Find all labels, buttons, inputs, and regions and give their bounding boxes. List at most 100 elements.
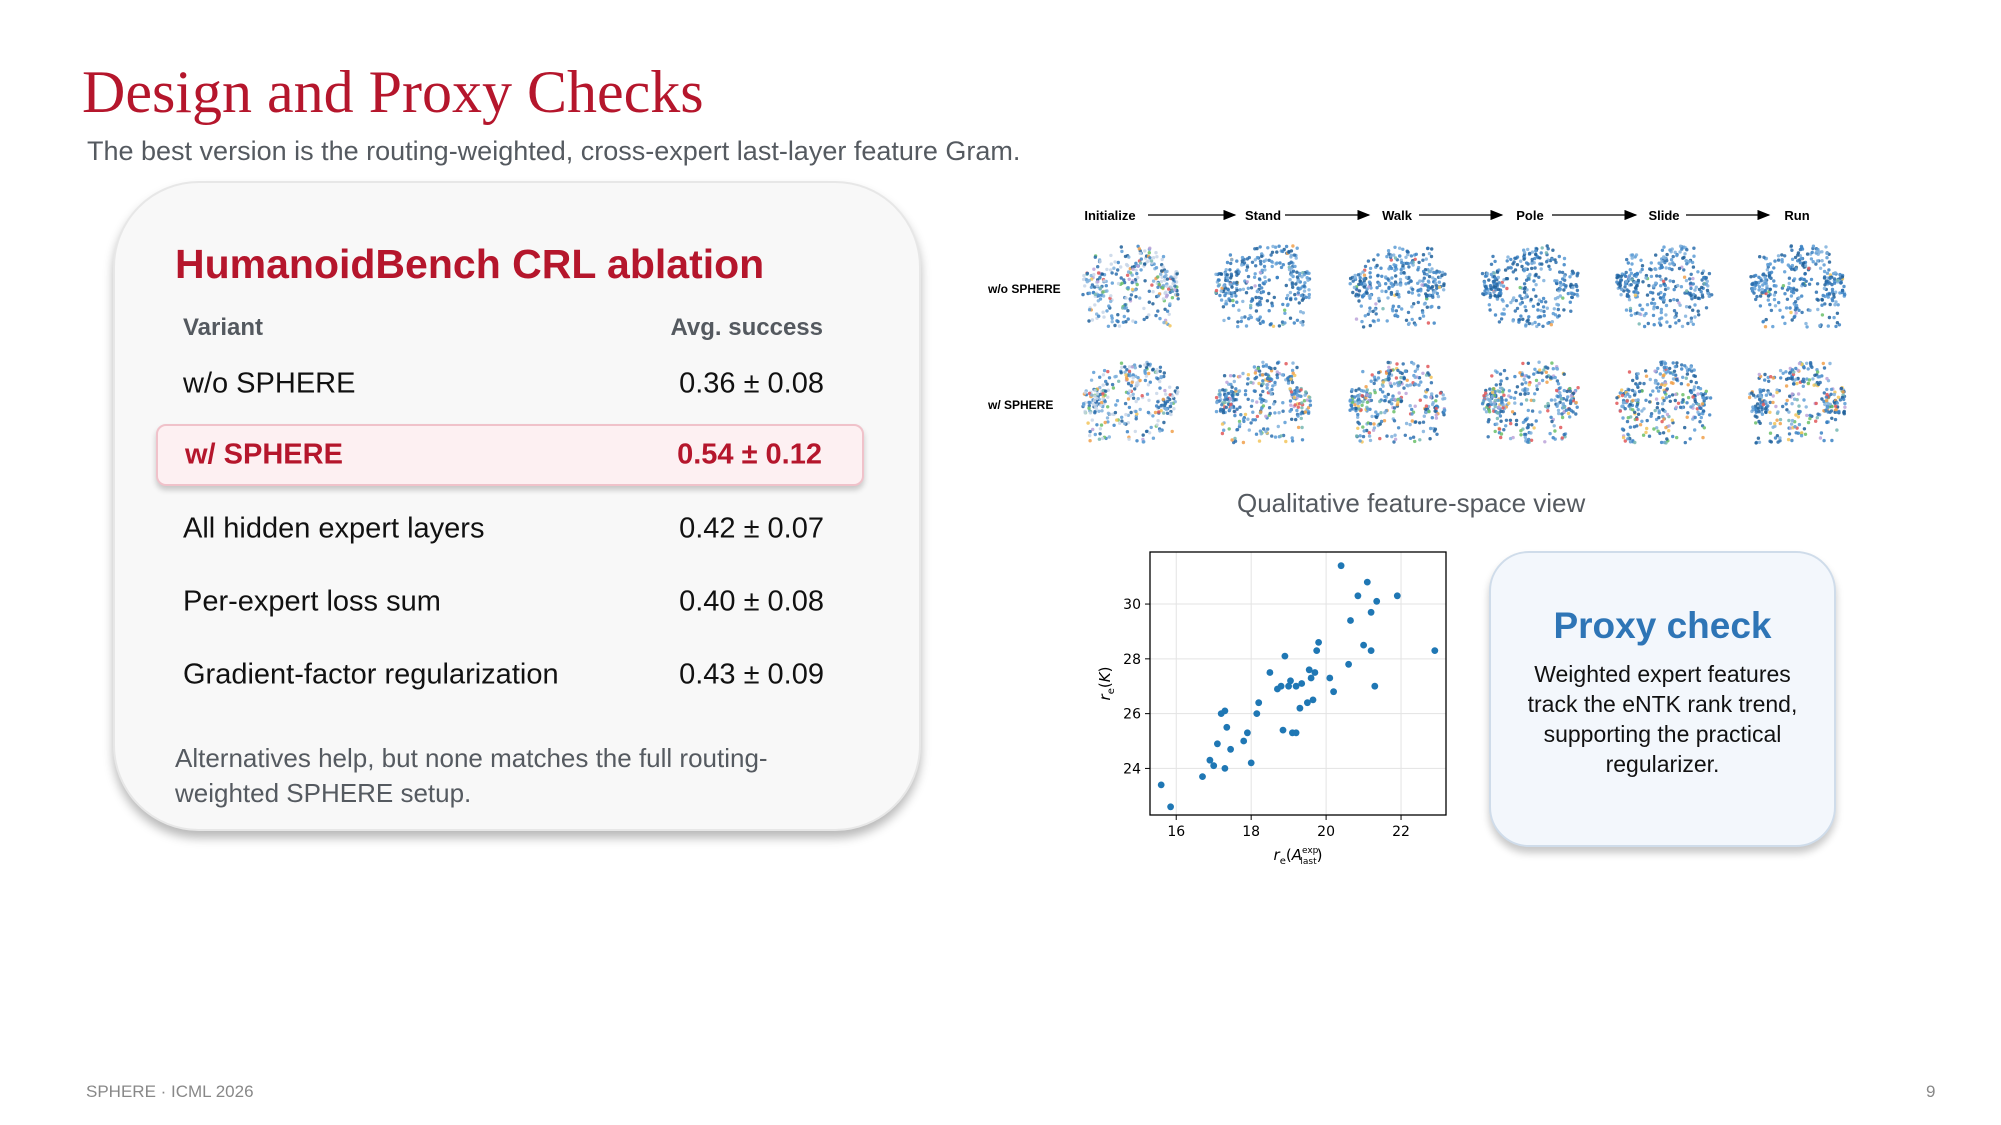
success-value: 0.36 ± 0.08 (679, 367, 824, 400)
data-point (1167, 803, 1174, 811)
data-point (1266, 669, 1274, 676)
proxy-check-body: Weighted expert features track the eNTK … (1527, 661, 1798, 777)
ablation-note: Alternatives help, but none matches the … (175, 743, 768, 808)
variant-label: Gradient-factor regularization (183, 658, 559, 691)
data-point (1367, 647, 1375, 654)
data-point (1304, 699, 1311, 707)
row-label: w/o SPHERE (987, 282, 1061, 296)
data-point (1360, 641, 1367, 649)
data-point (1292, 682, 1300, 690)
x-tick-label: 18 (1242, 824, 1260, 840)
variant-label: All hidden expert layers (183, 512, 485, 545)
tsne-panel (1480, 360, 1580, 444)
feature-space-figure: Initialize Stand Walk Pole Slide Run w/o SPHE… (987, 208, 1847, 445)
data-point (1199, 773, 1206, 780)
data-point (1345, 660, 1352, 668)
data-point (1227, 745, 1234, 753)
y-tick-label: 24 (1123, 761, 1141, 777)
footer-venue: SPHERE · ICML 2026 (86, 1082, 254, 1101)
data-point (1279, 726, 1287, 734)
row-label: w/ SPHERE (987, 398, 1053, 412)
data-point (1313, 647, 1321, 654)
data-point (1373, 597, 1381, 605)
ablation-card: HumanoidBench CRL ablation Variant Avg. … (113, 181, 921, 831)
proxy-check-title: Proxy check (1553, 605, 1772, 646)
data-point (1221, 707, 1229, 715)
data-point (1296, 704, 1304, 712)
y-axis-label: re(K) (1096, 667, 1117, 701)
data-point (1337, 562, 1345, 570)
data-point (1214, 740, 1221, 748)
data-point (1210, 762, 1218, 770)
x-tick-label: 20 (1317, 824, 1335, 840)
success-column-header: Avg. success (670, 314, 823, 341)
page-number: 9 (1926, 1082, 1936, 1101)
stage-label: Run (1784, 208, 1809, 223)
x-tick-label: 16 (1167, 824, 1185, 840)
data-point (1244, 729, 1251, 737)
success-value: 0.43 ± 0.09 (679, 658, 824, 691)
x-tick-label: 22 (1392, 824, 1410, 840)
stage-label: Initialize (1084, 208, 1135, 223)
data-point (1393, 592, 1401, 600)
variant-column-header: Variant (183, 314, 264, 341)
rank-scatter-plot: 16 18 20 22 24 26 28 30 re(Aexp last) re(K) (1096, 551, 1447, 867)
data-point (1287, 677, 1294, 685)
data-point (1281, 652, 1289, 660)
tsne-panel (1348, 360, 1447, 444)
y-tick-label: 26 (1123, 707, 1141, 723)
stage-label: Walk (1382, 208, 1413, 223)
success-value: 0.40 ± 0.08 (679, 585, 824, 618)
stage-label: Pole (1516, 208, 1543, 223)
table-row: Gradient-factor regularization 0.43 ± 0.… (156, 644, 864, 706)
page-title: Design and Proxy Checks (82, 59, 704, 125)
stage-label: Slide (1648, 208, 1679, 223)
data-point (1298, 680, 1306, 687)
tsne-panel (1214, 360, 1313, 445)
tsne-panel (1615, 360, 1713, 445)
data-point (1431, 647, 1439, 654)
data-point (1307, 674, 1315, 682)
x-axis-label: re(Aexp last) (1274, 846, 1323, 867)
table-row: All hidden expert layers 0.42 ± 0.07 (156, 498, 864, 560)
data-point (1311, 669, 1319, 676)
tsne-panel (1480, 244, 1580, 329)
data-point (1255, 699, 1263, 707)
page-subtitle: The best version is the routing-weighted… (87, 136, 1021, 166)
tsne-panel (1081, 244, 1180, 328)
data-point (1292, 729, 1300, 737)
plot-frame (1149, 551, 1447, 816)
data-point (1305, 666, 1313, 674)
data-point (1330, 688, 1337, 696)
data-point (1247, 759, 1255, 767)
data-point (1309, 696, 1317, 704)
variant-label: w/o SPHERE (183, 367, 356, 400)
data-point (1277, 682, 1285, 690)
data-point (1354, 592, 1362, 600)
stage-label: Stand (1245, 208, 1281, 223)
data-point (1326, 674, 1334, 682)
data-point (1347, 617, 1354, 624)
success-value: 0.54 ± 0.12 (677, 438, 822, 471)
success-value: 0.42 ± 0.07 (679, 512, 824, 545)
tsne-panel (1615, 244, 1714, 329)
tsne-panel (1747, 360, 1847, 445)
data-point (1240, 737, 1248, 745)
data-point (1223, 723, 1231, 731)
data-point (1157, 781, 1165, 789)
tsne-panel (1348, 245, 1447, 329)
y-tick-label: 30 (1123, 597, 1141, 613)
data-point (1253, 710, 1261, 717)
table-row: Per-expert loss sum 0.40 ± 0.08 (156, 571, 864, 633)
table-row: w/o SPHERE 0.36 ± 0.08 (156, 353, 864, 415)
proxy-check-card: Proxy check Weighted expert features tra… (1489, 551, 1836, 847)
variant-label: w/ SPHERE (185, 438, 343, 471)
variant-label: Per-expert loss sum (183, 585, 441, 618)
ablation-title: HumanoidBench CRL ablation (175, 241, 765, 287)
y-tick-label: 28 (1123, 652, 1141, 668)
tsne-panel (1749, 244, 1847, 329)
data-point (1363, 578, 1371, 586)
data-point (1206, 756, 1214, 764)
tsne-panel (1081, 360, 1180, 444)
table-row-highlighted: w/ SPHERE 0.54 ± 0.12 (156, 424, 864, 486)
